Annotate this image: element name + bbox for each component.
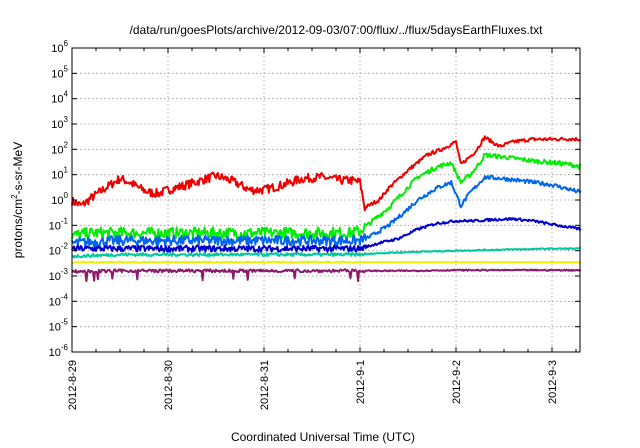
series-layer bbox=[71, 135, 582, 283]
y-tick-label: 101 bbox=[51, 166, 68, 182]
y-tick-label: 10-5 bbox=[49, 318, 69, 334]
x-tick-label: 2012-8-31 bbox=[259, 360, 271, 410]
y-tick-label: 10-2 bbox=[49, 242, 69, 258]
y-axis-label: protons/cm2-s-sr-MeV bbox=[10, 142, 25, 258]
x-tick-label: 2012-8-29 bbox=[67, 360, 79, 410]
series-line bbox=[71, 135, 582, 212]
x-tick-label: 2012-9-2 bbox=[451, 360, 463, 404]
series-line bbox=[71, 152, 582, 240]
series-line bbox=[71, 174, 582, 248]
y-tick-label: 106 bbox=[51, 39, 68, 55]
y-tick-label: 10-1 bbox=[49, 216, 69, 232]
chart-title: /data/run/goesPlots/archive/2012-09-03/0… bbox=[130, 23, 544, 37]
y-tick-label: 102 bbox=[51, 140, 68, 156]
y-tick-label: 104 bbox=[51, 90, 68, 106]
series-line bbox=[71, 260, 581, 264]
grid bbox=[71, 48, 580, 352]
y-axis: 10-6 10-5 10-4 10-3 10-2 10-1 100 101 102 103 104 1… bbox=[49, 39, 580, 359]
y-tick-label: 105 bbox=[51, 64, 68, 80]
series-line bbox=[71, 268, 581, 283]
y-tick-label: 103 bbox=[51, 115, 68, 131]
x-axis-label: Coordinated Universal Time (UTC) bbox=[231, 430, 415, 444]
y-tick-label: 10-4 bbox=[49, 292, 69, 308]
x-tick-label: 2012-9-1 bbox=[355, 360, 367, 404]
x-tick-label: 2012-8-30 bbox=[163, 360, 175, 410]
series-line bbox=[71, 247, 581, 259]
y-tick-label: 10-3 bbox=[49, 267, 69, 283]
y-axis-label-base: protons/cm bbox=[11, 199, 25, 258]
series-line bbox=[71, 217, 582, 253]
y-tick-label: 10-6 bbox=[49, 343, 69, 359]
y-axis-label-exp: 2 bbox=[10, 194, 19, 199]
y-axis-label-rest: -s-sr-MeV bbox=[11, 142, 25, 195]
y-tick-label: 100 bbox=[51, 191, 68, 207]
x-tick-label: 2012-9-3 bbox=[547, 360, 559, 404]
x-axis: 2012-8-29 2012-8-30 2012-8-31 2012-9-1 2012-… bbox=[67, 48, 577, 410]
